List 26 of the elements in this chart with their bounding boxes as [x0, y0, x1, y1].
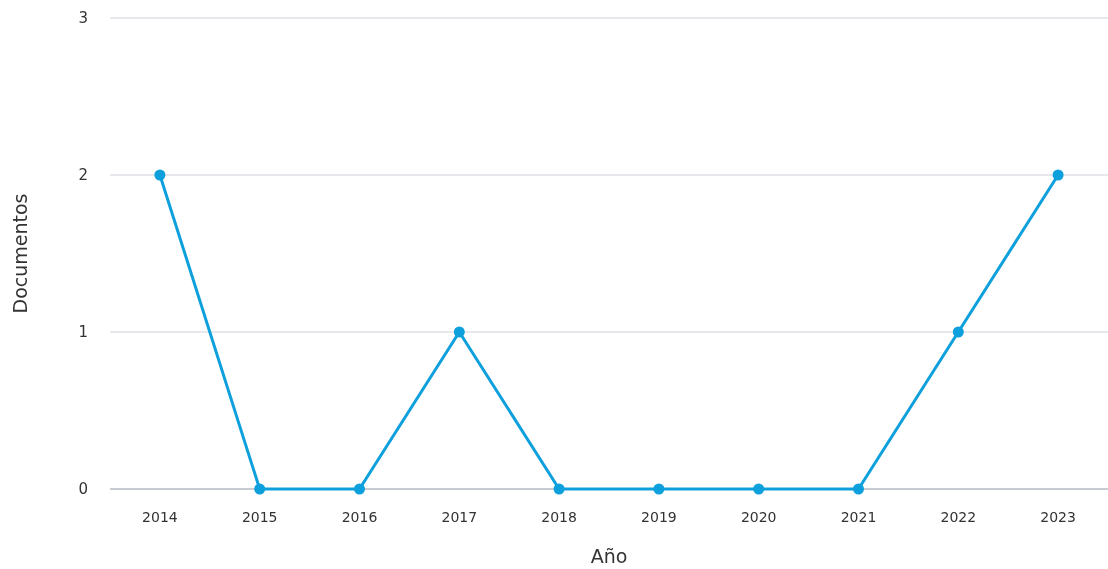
y-tick-label: 3	[78, 9, 88, 28]
x-axis-title: Año	[590, 545, 628, 567]
point	[254, 483, 266, 495]
y-tick-label: 2	[78, 166, 88, 185]
y-tick-label: 1	[78, 323, 88, 342]
point	[553, 483, 565, 495]
x-tick-label: 2020	[740, 509, 777, 525]
point	[653, 483, 665, 495]
point	[1052, 169, 1064, 181]
x-tick-label: 2022	[940, 509, 977, 525]
x-tick-label: 2018	[541, 509, 577, 525]
point	[853, 483, 864, 495]
x-tick-label: 2016	[341, 509, 378, 525]
x-tick-label: 2023	[1040, 509, 1076, 525]
y-axis-title: Documentos	[9, 193, 31, 314]
x-tick-label: 2017	[441, 509, 478, 525]
point	[354, 483, 365, 495]
y-tick-label: 0	[78, 480, 88, 499]
x-tick-label: 2021	[840, 509, 877, 525]
x-tick-label: 2019	[641, 509, 677, 525]
point	[154, 169, 166, 181]
x-tick-label: 2014	[142, 509, 178, 525]
point	[753, 483, 765, 495]
x-tick-label: 2015	[241, 509, 278, 525]
point	[952, 326, 964, 338]
point	[453, 326, 465, 338]
